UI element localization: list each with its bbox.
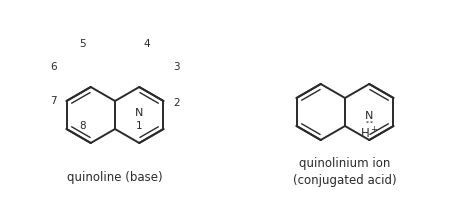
Text: 7: 7 bbox=[50, 96, 57, 106]
Text: 6: 6 bbox=[50, 62, 57, 72]
Text: 8: 8 bbox=[79, 121, 86, 131]
Text: quinoline (base): quinoline (base) bbox=[67, 171, 163, 184]
Text: 1: 1 bbox=[136, 121, 142, 131]
Text: 4: 4 bbox=[144, 39, 151, 49]
Text: quinolinium ion
(conjugated acid): quinolinium ion (conjugated acid) bbox=[293, 157, 397, 187]
Text: 5: 5 bbox=[79, 39, 86, 49]
Text: 2: 2 bbox=[173, 98, 180, 108]
Text: N: N bbox=[365, 111, 373, 121]
Text: H$^+$: H$^+$ bbox=[360, 126, 378, 142]
Text: N: N bbox=[135, 108, 143, 118]
Text: 3: 3 bbox=[173, 62, 180, 72]
